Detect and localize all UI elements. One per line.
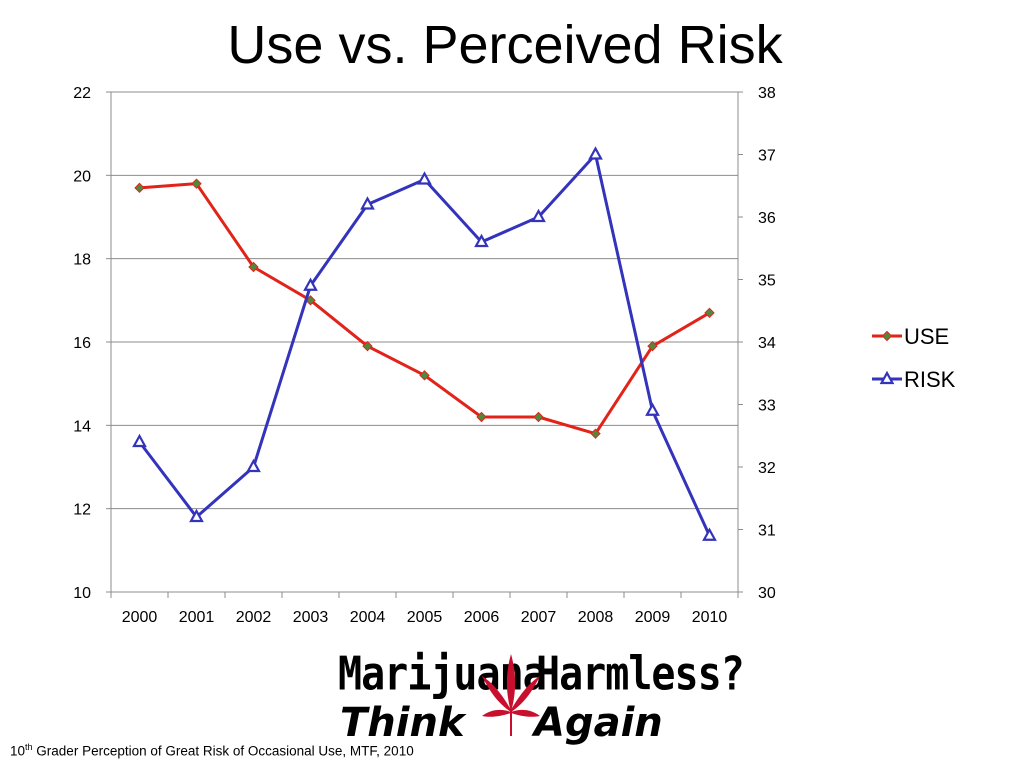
y-right-tick-label: 37 bbox=[758, 148, 776, 165]
legend-label-risk: RISK bbox=[904, 367, 956, 392]
y-right-tick-label: 34 bbox=[758, 335, 776, 352]
y-left-tick-label: 18 bbox=[73, 252, 91, 269]
x-tick-label: 2006 bbox=[464, 609, 500, 626]
x-tick-label: 2008 bbox=[578, 609, 614, 626]
data-point-use bbox=[419, 370, 430, 381]
data-point-risk bbox=[132, 433, 147, 448]
y-right-tick-label: 30 bbox=[758, 585, 776, 602]
data-point-use bbox=[191, 178, 202, 189]
x-tick-label: 2007 bbox=[521, 609, 557, 626]
data-point-use bbox=[248, 261, 259, 273]
data-point-use bbox=[704, 307, 715, 319]
series-line-use bbox=[139, 182, 711, 436]
data-point-risk bbox=[360, 196, 375, 210]
y-left-tick-label: 10 bbox=[73, 585, 91, 602]
y-left-tick-label: 14 bbox=[73, 418, 91, 435]
series-line-risk bbox=[138, 153, 711, 537]
y-left-tick-label: 22 bbox=[73, 85, 91, 102]
data-point-use bbox=[476, 411, 487, 423]
data-point-risk bbox=[702, 527, 717, 541]
source-footnote: 10th Grader Perception of Great Risk of … bbox=[10, 742, 414, 759]
data-point-risk bbox=[645, 402, 660, 416]
x-tick-label: 2004 bbox=[350, 609, 386, 626]
cannabis-leaf-icon bbox=[482, 654, 540, 736]
marijuana-harmless-logo: Marijuana Harmless? Think Again bbox=[338, 648, 745, 746]
y-left-tick-label: 20 bbox=[73, 168, 91, 185]
data-point-risk bbox=[303, 277, 318, 291]
data-point-risk bbox=[474, 233, 489, 248]
data-point-risk bbox=[246, 458, 261, 473]
data-point-risk bbox=[588, 146, 603, 160]
legend-label-use: USE bbox=[904, 324, 949, 349]
data-point-use bbox=[533, 411, 544, 423]
legend-marker-risk bbox=[879, 370, 895, 385]
x-tick-label: 2003 bbox=[293, 609, 329, 626]
logo-word-think: Think bbox=[340, 700, 465, 746]
footnote-ordinal: th bbox=[25, 742, 33, 752]
y-right-tick-label: 31 bbox=[758, 523, 776, 540]
x-tick-label: 2001 bbox=[179, 609, 215, 626]
slide-title: Use vs. Perceived Risk bbox=[227, 15, 783, 75]
x-tick-label: 2005 bbox=[407, 609, 443, 626]
data-point-risk bbox=[417, 171, 432, 185]
y-right-tick-label: 38 bbox=[758, 85, 776, 102]
y-right-tick-label: 33 bbox=[758, 398, 776, 415]
footnote-text: Grader Perception of Great Risk of Occas… bbox=[32, 743, 414, 759]
footnote-grade: 10 bbox=[10, 743, 26, 759]
logo-word-again: Again bbox=[534, 700, 663, 746]
y-right-tick-label: 35 bbox=[758, 273, 776, 290]
legend-marker-use bbox=[881, 330, 893, 342]
x-tick-label: 2000 bbox=[122, 609, 158, 626]
data-point-use bbox=[134, 182, 145, 194]
data-point-use bbox=[362, 340, 373, 352]
y-left-tick-label: 16 bbox=[73, 335, 91, 352]
line-chart: 10 12 14 16 18 20 22 30 31 32 33 34 35 36 37 38 2000 2001… bbox=[73, 85, 956, 626]
y-left-tick-label: 12 bbox=[73, 502, 91, 519]
x-tick-label: 2010 bbox=[692, 609, 728, 626]
data-point-use bbox=[647, 340, 658, 352]
x-tick-label: 2002 bbox=[236, 609, 272, 626]
x-tick-label: 2009 bbox=[635, 609, 671, 626]
y-right-tick-label: 32 bbox=[758, 460, 776, 477]
data-point-risk bbox=[531, 208, 546, 223]
logo-word-harmless: Harmless? bbox=[536, 648, 745, 701]
data-point-use bbox=[590, 428, 601, 439]
y-right-tick-label: 36 bbox=[758, 210, 776, 227]
data-point-risk bbox=[189, 508, 204, 523]
